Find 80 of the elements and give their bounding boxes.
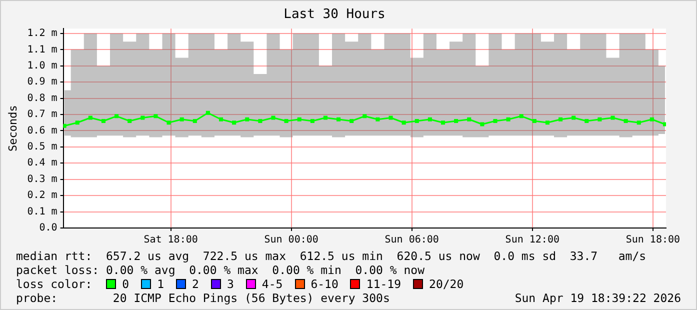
legend-title: loss color: bbox=[16, 277, 92, 291]
y-tick-label: 1.0 m bbox=[27, 60, 58, 72]
text: packet loss: 0.00 % avg 0.00 % max 0.00 % min 0.00 % now bbox=[16, 263, 426, 277]
point bbox=[180, 117, 184, 122]
point bbox=[388, 116, 393, 120]
y-axis-title: Seconds bbox=[6, 105, 20, 152]
point bbox=[206, 110, 210, 115]
point bbox=[558, 117, 563, 122]
point bbox=[493, 118, 498, 124]
point bbox=[350, 118, 354, 124]
legend-label: 6-10 bbox=[310, 277, 338, 291]
point bbox=[362, 114, 367, 118]
point bbox=[650, 117, 654, 122]
legend-label: 0 bbox=[122, 277, 130, 291]
point bbox=[154, 114, 158, 118]
point bbox=[610, 116, 615, 120]
point bbox=[271, 116, 276, 120]
point bbox=[336, 117, 341, 122]
point bbox=[310, 118, 314, 124]
y-tick-label: 0.4 m bbox=[27, 158, 58, 169]
point bbox=[598, 117, 602, 122]
point bbox=[245, 117, 250, 122]
point bbox=[75, 120, 80, 125]
x-tick-label: Sun 18:00 bbox=[626, 234, 680, 246]
point bbox=[128, 118, 132, 124]
chart-title: Last 30 Hours bbox=[284, 7, 386, 22]
legend-label: 2 bbox=[192, 277, 199, 291]
x-tick-label: Sun 06:00 bbox=[384, 234, 439, 246]
point bbox=[454, 118, 458, 124]
point bbox=[166, 120, 171, 125]
point bbox=[428, 117, 432, 122]
y-tick-label: 0.0 bbox=[39, 222, 58, 234]
point bbox=[636, 120, 641, 125]
point bbox=[467, 117, 472, 122]
point bbox=[63, 124, 66, 128]
x-tick-label: Sun 00:00 bbox=[264, 234, 318, 246]
point bbox=[506, 117, 510, 122]
y-tick-label: 0.6 m bbox=[27, 125, 58, 136]
y-tick-label: 0.7 m bbox=[27, 109, 58, 120]
point bbox=[440, 120, 446, 125]
y-tick-label: 0.2 m bbox=[27, 190, 58, 202]
point bbox=[532, 118, 536, 124]
point bbox=[192, 118, 197, 124]
point bbox=[258, 118, 262, 124]
legend-label: 20/20 bbox=[429, 277, 464, 291]
point bbox=[545, 120, 550, 125]
point bbox=[284, 118, 288, 124]
y-tick-label: 0.5 m bbox=[27, 142, 58, 153]
y-tick-label: 0.8 m bbox=[27, 92, 58, 104]
x-tick-label: Sat 18:00 bbox=[144, 234, 198, 246]
y-tick-label: 0.3 m bbox=[27, 174, 58, 185]
legend-label: 4-5 bbox=[262, 277, 283, 291]
legend-label: 1 bbox=[157, 277, 164, 291]
point bbox=[140, 116, 145, 120]
y-tick-label: 0.1 m bbox=[27, 206, 58, 218]
legend-label: 11-19 bbox=[366, 277, 402, 291]
point bbox=[114, 114, 119, 118]
point bbox=[662, 122, 666, 126]
text: median rtt: 657.2 us avg 722.5 us max 612.5 us min 620.5 us now 0.0 ms sd 33.7 am/s bbox=[16, 249, 648, 263]
point bbox=[88, 116, 92, 120]
point bbox=[101, 118, 106, 124]
y-tick-label: 0.9 m bbox=[27, 76, 58, 88]
point bbox=[402, 120, 406, 125]
point bbox=[414, 118, 419, 124]
point bbox=[572, 116, 576, 120]
point bbox=[297, 117, 302, 122]
point bbox=[480, 122, 484, 126]
point bbox=[218, 117, 224, 122]
text: probe: 20 ICMP Echo Pings (56 Bytes) every 300s bbox=[16, 291, 390, 305]
x-tick-label: Sun 12:00 bbox=[505, 234, 560, 246]
point bbox=[376, 117, 380, 122]
y-tick-label: 1.2 m bbox=[27, 28, 58, 40]
point bbox=[519, 114, 524, 118]
y-tick-label: 1.1 m bbox=[27, 44, 58, 56]
legend-label: 3 bbox=[226, 277, 234, 291]
point bbox=[624, 118, 628, 124]
point bbox=[584, 118, 589, 124]
point bbox=[232, 120, 236, 125]
text: Sun Apr 19 18:39:22 2026 bbox=[514, 291, 681, 305]
point bbox=[323, 116, 328, 120]
